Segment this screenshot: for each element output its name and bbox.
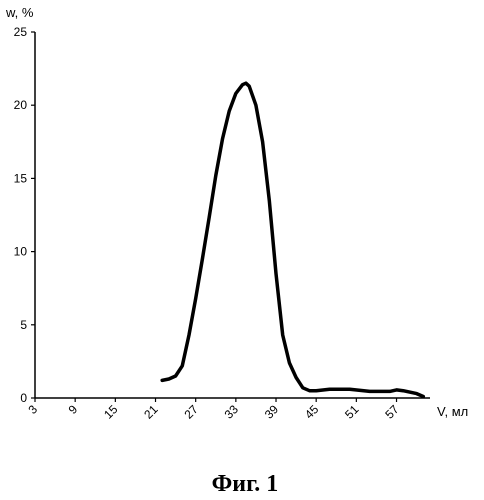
y-tick-label: 10 xyxy=(14,245,28,259)
x-tick-label: 33 xyxy=(222,402,242,422)
y-tick-label: 5 xyxy=(20,318,27,332)
x-tick-label: 51 xyxy=(342,402,362,422)
x-tick-label: 21 xyxy=(141,402,161,422)
series-line xyxy=(162,83,423,396)
x-tick-label: 45 xyxy=(302,402,322,422)
y-ticks: 0 5 10 15 20 25 xyxy=(14,25,35,405)
y-tick-label: 0 xyxy=(20,391,27,405)
x-tick-label: 3 xyxy=(25,402,40,417)
x-tick-label: 15 xyxy=(101,402,121,422)
x-tick-label: 57 xyxy=(382,402,402,422)
y-axis-label: w, % xyxy=(5,5,34,20)
x-ticks: 391521273339455157 xyxy=(25,398,401,422)
y-tick-label: 20 xyxy=(14,98,28,112)
chart-axes: 0510152025 391521273339455157 xyxy=(14,25,430,422)
x-tick-label: 39 xyxy=(262,402,282,422)
figure-caption: Фиг. 1 xyxy=(212,471,279,497)
x-tick-label: 27 xyxy=(181,402,201,422)
y-tick-label: 15 xyxy=(14,171,28,185)
x-tick-label: 9 xyxy=(66,402,81,417)
x-axis-label: V, мл xyxy=(437,404,468,419)
y-tick-label: 25 xyxy=(14,25,28,39)
